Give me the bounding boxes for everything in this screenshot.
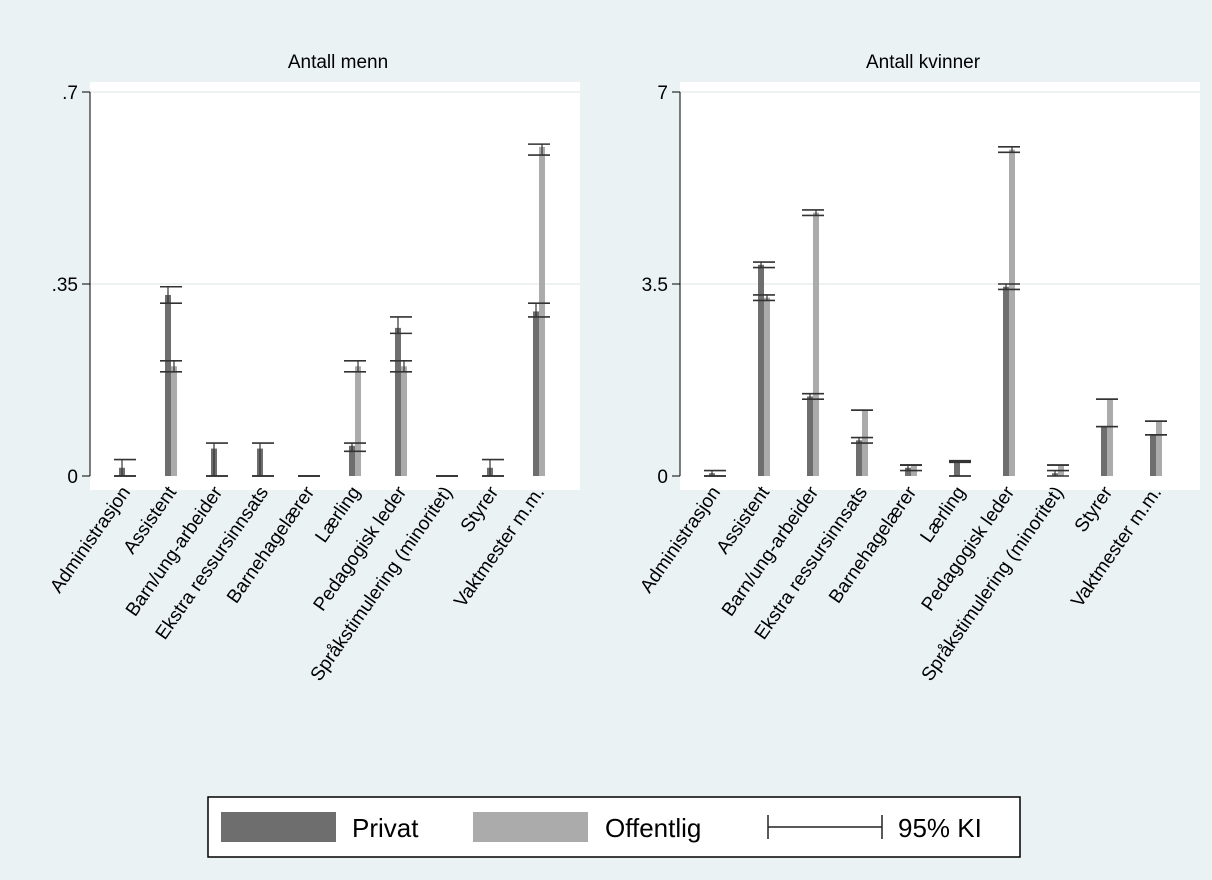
bar-privat: [807, 396, 813, 476]
gridlines: [90, 91, 580, 285]
legend-label-ci: 95% KI: [898, 813, 982, 843]
bar-privat: [533, 311, 539, 476]
y-tick-label: .7: [62, 83, 78, 104]
y-ticks: .7 .35 0: [52, 83, 90, 488]
legend-ci-symbol: [767, 815, 883, 839]
panel-title: Antall menn: [288, 52, 388, 73]
bar-offentlig: [401, 366, 407, 476]
y-tick-label: 0: [67, 467, 78, 488]
y-tick-label: 7: [657, 83, 668, 104]
y-ticks: 73.50: [642, 83, 680, 488]
bar-privat: [954, 460, 960, 476]
bar-offentlig: [1156, 421, 1162, 476]
bar-privat: [165, 294, 171, 476]
y-tick-label: 0: [657, 467, 668, 488]
bar-privat: [395, 327, 401, 476]
legend: Privat Offentlig 95% KI: [207, 796, 1021, 858]
bar-privat: [1003, 286, 1009, 476]
legend-label-privat: Privat: [352, 813, 419, 843]
gridlines: [680, 91, 1200, 285]
bar-offentlig: [764, 297, 770, 476]
legend-swatch-offentlig: [473, 812, 588, 842]
confidence-intervals: [704, 146, 1167, 477]
bar-offentlig: [171, 366, 177, 476]
legend-label-offentlig: Offentlig: [605, 813, 701, 843]
panel-title: Antall kvinner: [866, 52, 981, 73]
bar-offentlig: [1009, 149, 1015, 476]
confidence-intervals: [114, 143, 550, 477]
bar-privat: [349, 445, 355, 476]
bar-privat: [905, 467, 911, 476]
bar-privat: [758, 264, 764, 476]
bar-privat: [856, 440, 862, 476]
bar-privat: [1150, 434, 1156, 476]
bar-offentlig: [355, 366, 361, 476]
bar-privat: [1101, 426, 1107, 476]
y-tick-label: 3.5: [642, 275, 668, 296]
y-tick-label: .35: [52, 275, 78, 296]
bar-offentlig: [813, 212, 819, 476]
legend-swatch-privat: [221, 812, 336, 842]
bar-offentlig: [1107, 399, 1113, 476]
legend-box: [207, 796, 1021, 858]
bar-offentlig: [539, 146, 545, 476]
